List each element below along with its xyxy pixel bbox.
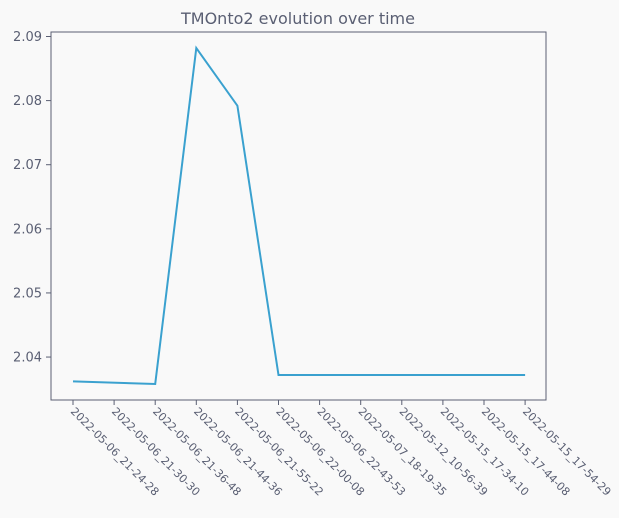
y-tick-label: 2.06 [13,222,42,237]
y-tick-label: 2.07 [13,158,42,173]
y-tick-label: 2.04 [13,351,42,366]
x-axis: 2022-05-06_21-24-282022-05-06_21-30-3020… [68,400,614,499]
y-tick-label: 2.08 [13,94,42,109]
y-tick-label: 2.05 [13,286,42,301]
series-line [72,45,526,386]
plot-frame [50,31,547,401]
chart-title: TMOnto2 evolution over time [180,9,415,28]
y-axis: 2.04 2.05 2.06 2.07 2.08 2.09 [13,30,51,366]
y-tick-label: 2.09 [13,30,42,45]
plot-area [51,32,546,400]
